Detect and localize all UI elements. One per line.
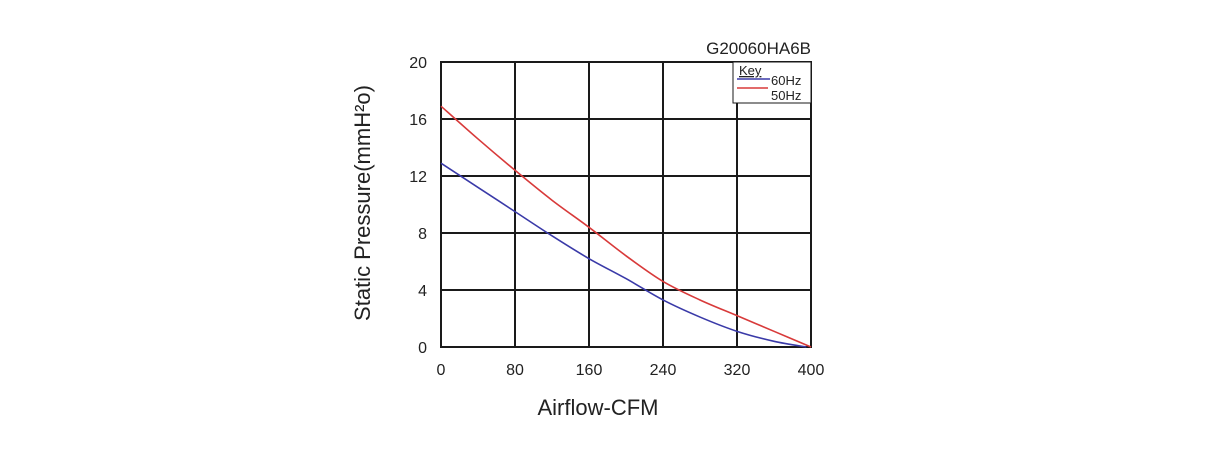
x-axis-title: Airflow-CFM xyxy=(538,395,659,420)
x-tick-label: 160 xyxy=(576,362,603,379)
grid xyxy=(440,61,812,348)
legend-label-50hz: 50Hz xyxy=(771,88,801,103)
y-axis-title: Static Pressure(mmH²o) xyxy=(350,85,375,321)
x-tick-label: 400 xyxy=(798,362,825,379)
x-tick-label: 80 xyxy=(506,362,524,379)
y-tick-label: 4 xyxy=(418,283,427,300)
x-tick-label: 0 xyxy=(437,362,446,379)
y-tick-label: 8 xyxy=(418,226,427,243)
series-line-60hz xyxy=(440,162,807,348)
y-tick-label: 16 xyxy=(409,112,427,129)
series-layer xyxy=(440,105,812,348)
chart-title: G20060HA6B xyxy=(706,39,811,58)
y-tick-label: 20 xyxy=(409,55,427,72)
legend-label-60hz: 60Hz xyxy=(771,73,801,88)
y-tick-label: 0 xyxy=(418,340,427,357)
legend: Key 60Hz 50Hz xyxy=(732,61,812,104)
legend-box xyxy=(732,61,812,104)
y-tick-label: 12 xyxy=(409,169,427,186)
series-line-50hz xyxy=(440,105,812,348)
plot-frame xyxy=(440,61,812,348)
tick-labels: 0 80 160 240 320 400 0 4 8 12 16 20 xyxy=(409,55,824,379)
legend-title: Key xyxy=(739,63,762,78)
x-tick-label: 240 xyxy=(650,362,677,379)
x-tick-label: 320 xyxy=(724,362,751,379)
